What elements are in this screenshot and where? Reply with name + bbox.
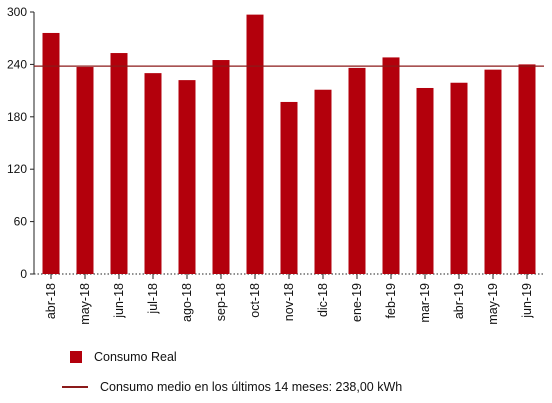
bar — [416, 87, 434, 274]
x-tick-label: sep-18 — [214, 283, 228, 321]
bar — [280, 101, 298, 274]
bar — [382, 57, 400, 275]
y-tick-label: 240 — [7, 57, 27, 71]
y-tick-label: 180 — [7, 110, 27, 124]
x-tick-label: nov-18 — [282, 283, 296, 321]
legend-label-consumo-real: Consumo Real — [94, 350, 177, 364]
bar — [110, 53, 128, 275]
bar — [314, 89, 332, 274]
y-tick-label: 120 — [7, 162, 27, 176]
bar — [348, 67, 366, 274]
bar — [42, 32, 60, 275]
x-axis: abr-18 may-18 jun-18 jul-18 ago-18 sep-18 oct-… — [34, 273, 544, 325]
x-tick-label: mar-19 — [418, 283, 432, 323]
x-tick-label: ago-18 — [180, 283, 194, 322]
x-tick-label: jun-19 — [520, 283, 534, 319]
y-tick-label: 0 — [20, 267, 27, 281]
x-tick-label: jul-18 — [146, 283, 160, 315]
x-tick-label: abr-19 — [452, 283, 466, 319]
x-tick-label: may-19 — [486, 283, 500, 325]
x-tick-label: dic-18 — [316, 283, 330, 317]
y-tick-label: 60 — [14, 215, 28, 229]
legend-item-consumo-real: Consumo Real — [70, 350, 177, 364]
bar — [450, 82, 468, 275]
legend-swatch-line — [62, 386, 88, 388]
x-tick-label: oct-18 — [248, 283, 262, 318]
x-tick-label: jun-18 — [112, 283, 126, 319]
bar — [246, 14, 264, 275]
bar — [144, 73, 162, 274]
x-tick-label: feb-19 — [384, 283, 398, 318]
bar-series-consumo-real — [42, 14, 536, 275]
bar — [518, 64, 536, 275]
legend-label-average: Consumo medio en los últimos 14 meses: 2… — [100, 380, 403, 394]
x-tick-label: ene-19 — [350, 283, 364, 322]
bar — [76, 67, 94, 275]
legend-item-average: Consumo medio en los últimos 14 meses: 2… — [62, 380, 403, 394]
bar — [212, 60, 230, 275]
x-tick-label: may-18 — [78, 283, 92, 325]
consumption-chart: 0 60 120 180 240 300 abr-18 may-18 jun-18 jul-18… — [7, 5, 544, 325]
y-tick-label: 300 — [7, 5, 27, 19]
y-axis: 0 60 120 180 240 300 — [7, 5, 35, 281]
x-tick-label: abr-18 — [44, 283, 58, 319]
legend-swatch-bar — [70, 351, 82, 363]
bar — [484, 69, 502, 274]
bar — [178, 80, 196, 275]
